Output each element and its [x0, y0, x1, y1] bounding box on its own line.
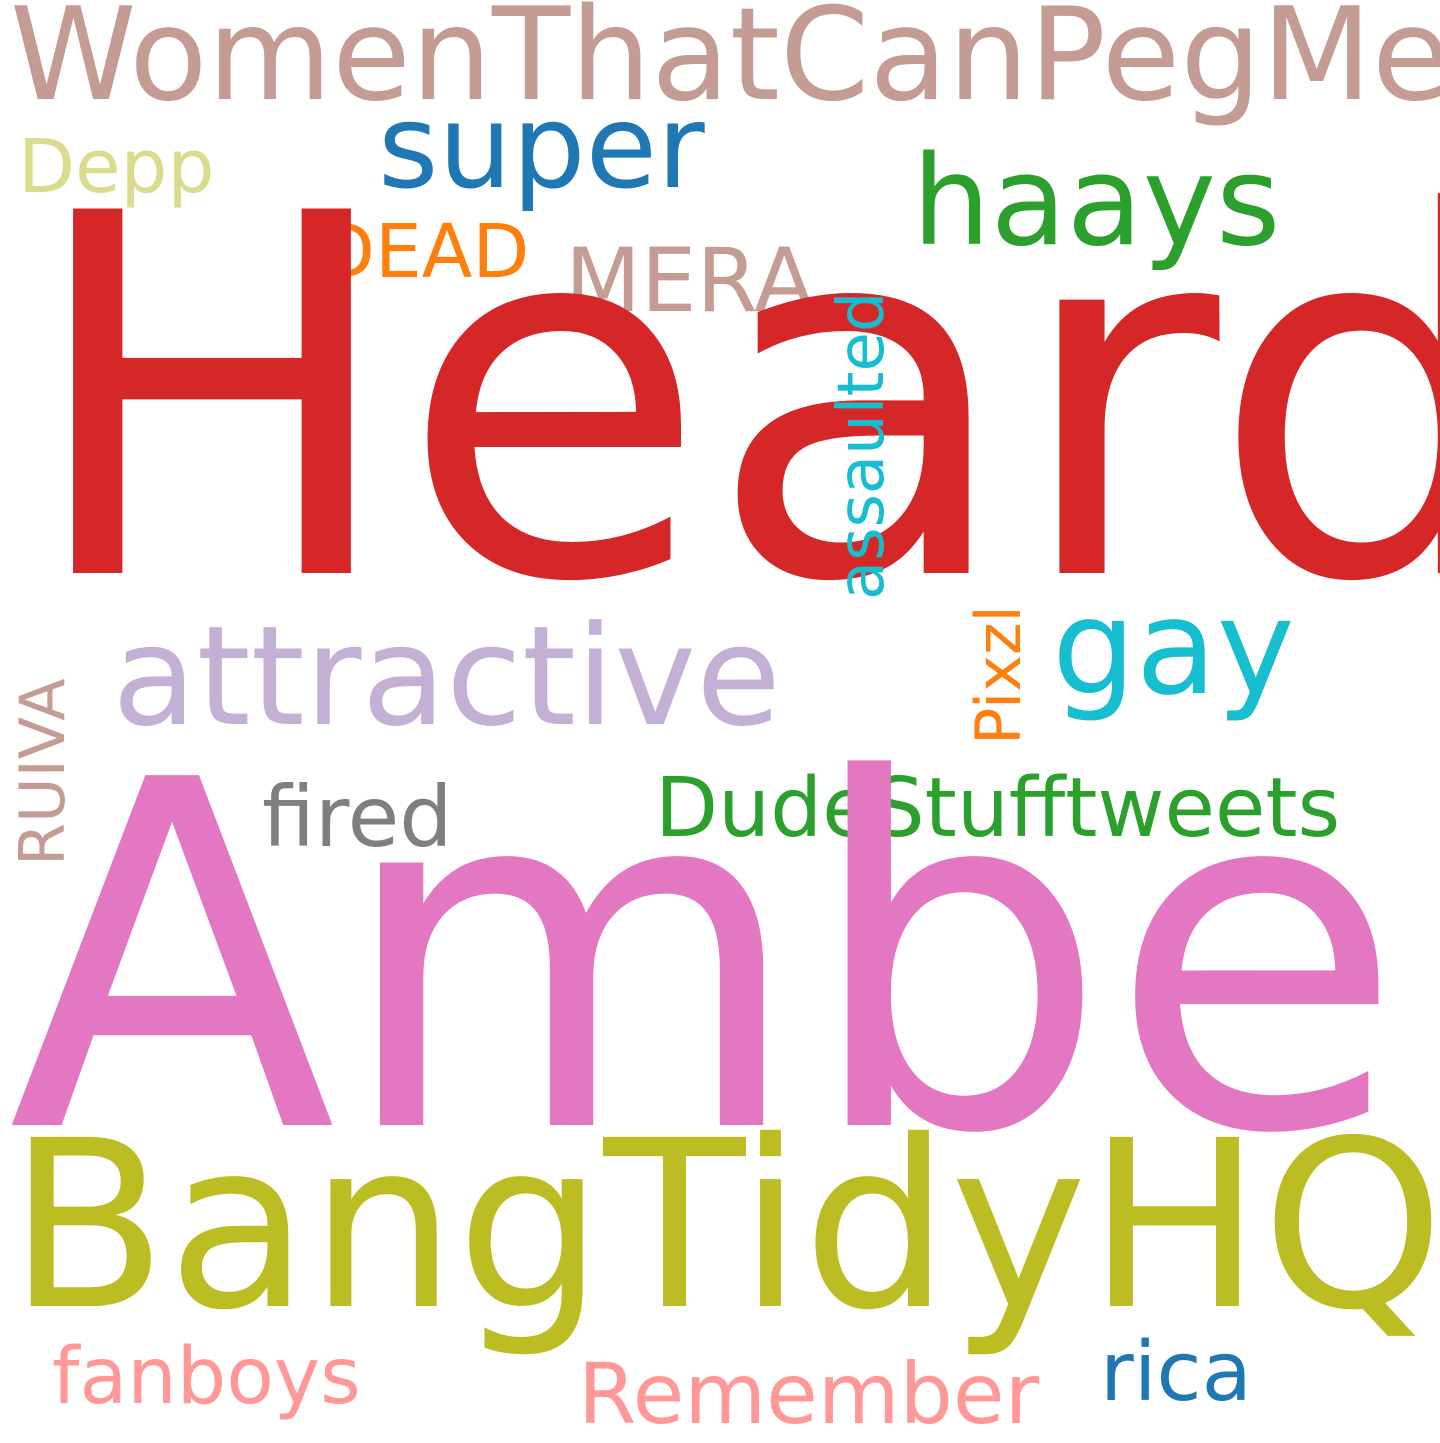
word-amber: Amber — [8, 680, 1440, 1239]
word-remember: Remember — [578, 1345, 1040, 1443]
word-fired: fired — [262, 768, 453, 866]
word-dude-stuff-tweets: DudeStufftweets — [655, 761, 1341, 856]
word-mera: MERA — [565, 229, 815, 332]
word-gay: gay — [1052, 571, 1295, 725]
word-heard: Heard — [24, 109, 1440, 691]
word-fanboys: fanboys — [52, 1332, 361, 1422]
word-haays: haays — [912, 130, 1281, 274]
word-assaulted: assaulted — [825, 291, 899, 600]
word-rica: rica — [1100, 1325, 1252, 1420]
word-super: super — [378, 80, 705, 215]
word-attractive: attractive — [112, 596, 781, 757]
word-women-that-can-peg-me: WomenThatCanPegMe — [10, 0, 1440, 130]
word-bang-tidy-hq: BangTidyHQ — [8, 1091, 1440, 1361]
word-dead: DEAD — [318, 209, 530, 295]
word-depp: Depp — [18, 124, 215, 210]
